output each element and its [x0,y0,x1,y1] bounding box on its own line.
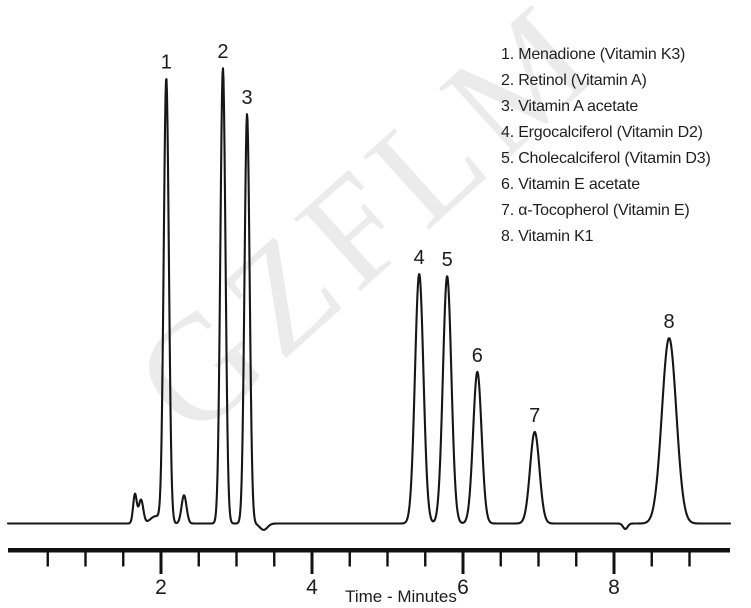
axis-tick-label: 6 [457,576,469,599]
axis-ticks [46,551,691,574]
legend-item-1: 1. Menadione (Vitamin K3) [501,46,686,63]
peak-label-1: 1 [161,52,172,74]
legend-item-5: 5. Cholecalciferol (Vitamin D3) [501,150,711,167]
peak-labels: 1 2 3 4 5 6 7 8 [161,41,675,427]
time-axis-line [8,548,730,553]
peak-label-7: 7 [529,405,540,427]
axis-tick-label: 4 [306,576,318,599]
peak-legend: 1. Menadione (Vitamin K3) 2. Retinol (Vit… [501,42,711,250]
axis-tick-labels: 2 4 6 8 [155,576,620,599]
peak-label-6: 6 [472,345,483,367]
axis-tick-label: 2 [155,576,167,599]
axis-tick-label: 8 [608,576,620,599]
legend-item-8: 8. Vitamin K1 [501,228,594,245]
legend-item-3: 3. Vitamin A acetate [501,98,639,115]
peak-label-2: 2 [217,41,228,63]
peak-label-5: 5 [442,249,453,271]
axis-title: Time - Minutes [345,587,457,606]
trace-path [6,67,732,531]
legend-item-6: 6. Vitamin E acetate [501,176,640,193]
peak-label-4: 4 [414,247,425,269]
peak-label-8: 8 [664,311,675,333]
peak-label-3: 3 [242,87,253,109]
legend-item-2: 2. Retinol (Vitamin A) [501,72,647,89]
legend-item-4: 4. Ergocalciferol (Vitamin D2) [501,124,703,141]
legend-item-7: 7. α-Tocopherol (Vitamin E) [501,202,690,219]
